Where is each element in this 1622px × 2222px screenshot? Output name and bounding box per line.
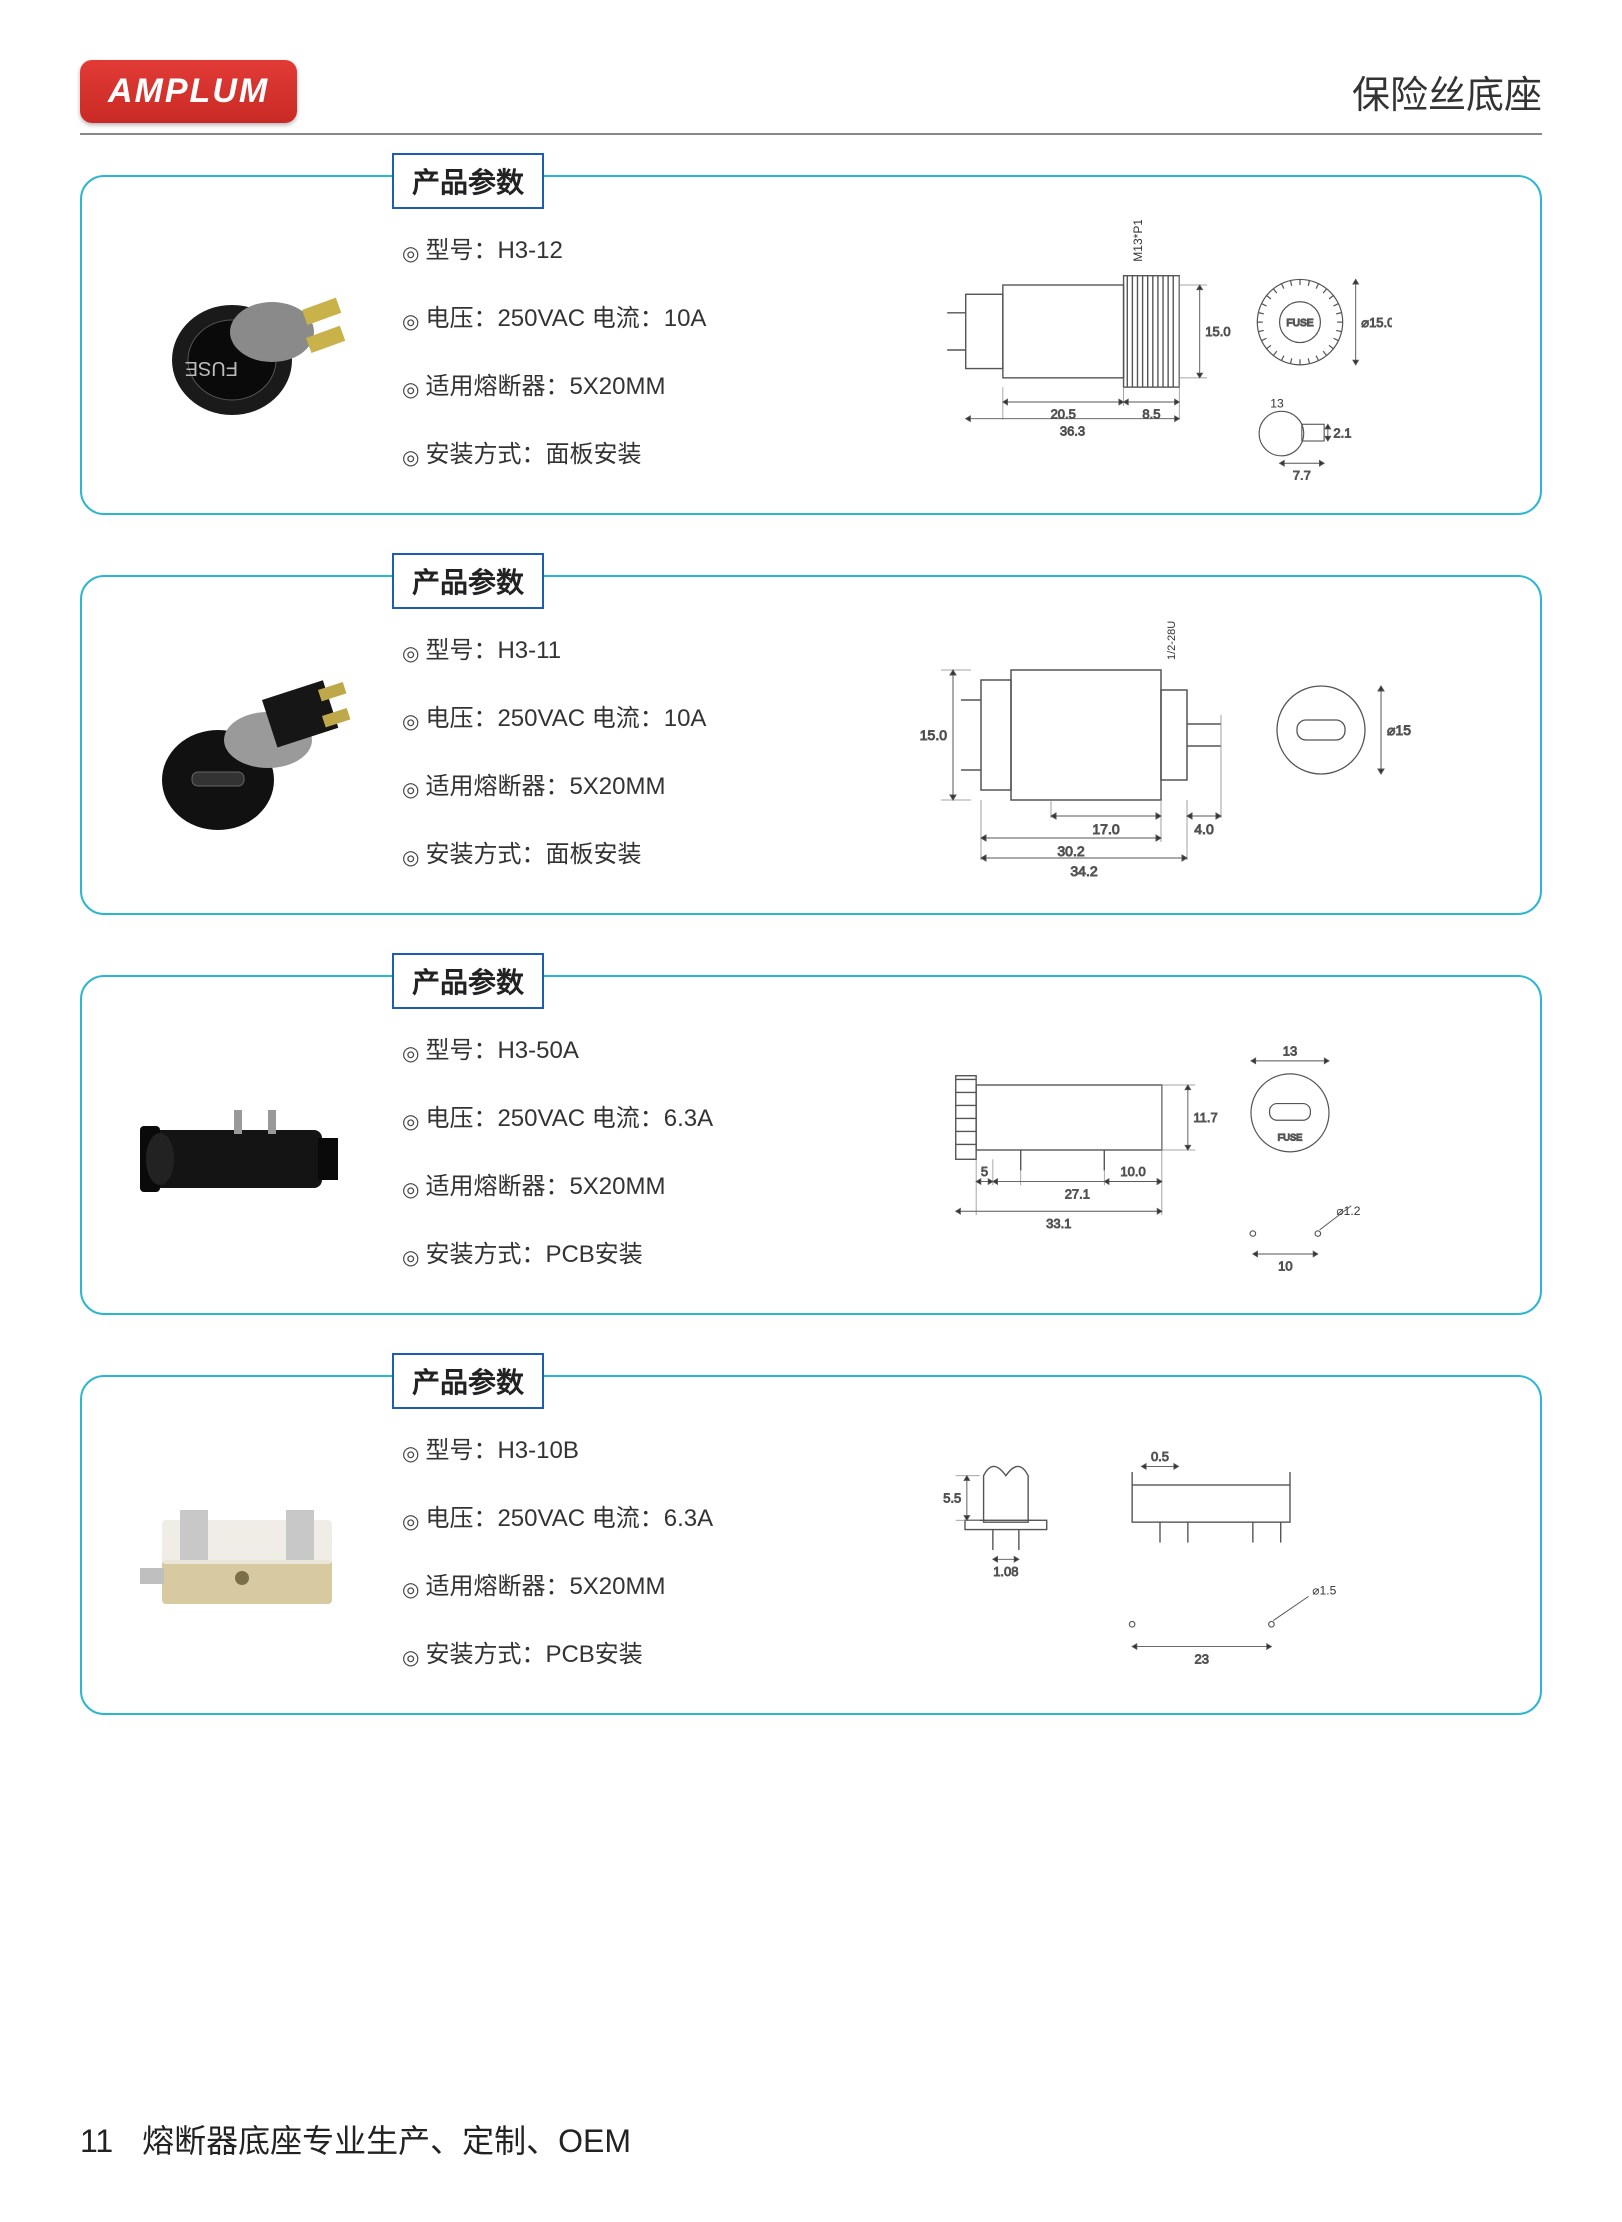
spec-mount: ◎安装方式：面板安装 (402, 834, 762, 870)
spec-fuse: ◎适用熔断器：5X20MM (402, 1566, 762, 1602)
svg-text:8.5: 8.5 (1142, 407, 1160, 422)
brand-badge: AMPLUM (80, 60, 297, 123)
svg-text:36.3: 36.3 (1059, 423, 1084, 438)
spec-fuse: ◎适用熔断器：5X20MM (402, 1166, 762, 1202)
product-photo (112, 1040, 372, 1260)
svg-text:20.5: 20.5 (1050, 407, 1075, 422)
header-rule (80, 133, 1542, 135)
product-photo (112, 1440, 372, 1660)
spec-list: ◎型号：H3-12 ◎电压：250VAC 电流：10A ◎适用熔断器：5X20M… (402, 230, 762, 470)
spec-mount: ◎安装方式：PCB安装 (402, 1634, 762, 1670)
svg-text:5.5: 5.5 (944, 1491, 962, 1506)
spec-mount: ◎安装方式：PCB安装 (402, 1234, 762, 1270)
page-footer: 11 熔断器底座专业生产、定制、OEM (80, 2116, 631, 2162)
svg-text:0.5: 0.5 (1151, 1449, 1169, 1464)
spec-model: ◎型号：H3-50A (402, 1030, 762, 1066)
page-title: 保险丝底座 (1352, 64, 1542, 119)
spec-mount: ◎安装方式：面板安装 (402, 434, 762, 470)
svg-text:33.1: 33.1 (1046, 1216, 1071, 1231)
dimension-diagram: 5 27.1 10.0 33.1 11.7 FUSE (792, 1020, 1510, 1280)
svg-text:34.2: 34.2 (1070, 863, 1097, 879)
svg-text:13: 13 (1283, 1043, 1297, 1058)
dimension-diagram: 5.5 1.08 0.5 ⌀1.5 23 (792, 1420, 1510, 1680)
spec-fuse: ◎适用熔断器：5X20MM (402, 766, 762, 802)
spec-voltage-current: ◎电压：250VAC 电流：6.3A (402, 1098, 762, 1134)
svg-text:10.0: 10.0 (1121, 1164, 1146, 1179)
spec-model: ◎型号：H3-11 (402, 630, 762, 666)
spec-voltage-current: ◎电压：250VAC 电流：6.3A (402, 1498, 762, 1534)
product-card: 产品参数 ◎型号：H3-10B ◎电压：250VAC 电流：6.3A ◎适用熔断… (80, 1375, 1542, 1715)
svg-text:4.0: 4.0 (1194, 821, 1214, 837)
svg-text:FUSE: FUSE (1278, 1133, 1303, 1143)
spec-list: ◎型号：H3-11 ◎电压：250VAC 电流：10A ◎适用熔断器：5X20M… (402, 630, 762, 870)
svg-text:7.7: 7.7 (1292, 468, 1310, 480)
spec-list: ◎型号：H3-10B ◎电压：250VAC 电流：6.3A ◎适用熔断器：5X2… (402, 1430, 762, 1670)
spec-voltage-current: ◎电压：250VAC 电流：10A (402, 298, 762, 334)
svg-text:23: 23 (1195, 1651, 1209, 1666)
svg-text:27.1: 27.1 (1065, 1186, 1090, 1201)
dimension-diagram: 20.5 8.5 36.3 15.0 M13*P1 FUSE ⌀15 (792, 220, 1510, 480)
svg-text:⌀1.2: ⌀1.2 (1337, 1204, 1361, 1218)
card-tab: 产品参数 (392, 1353, 544, 1409)
svg-text:30.2: 30.2 (1057, 843, 1084, 859)
product-photo: FUSE (112, 240, 372, 460)
svg-text:⌀15.0: ⌀15.0 (1387, 722, 1411, 738)
svg-text:13: 13 (1270, 397, 1284, 411)
dimension-diagram: 15.0 17.0 4.0 30.2 34.2 1/2-28UNEF-2B (792, 620, 1510, 880)
svg-text:⌀1.5: ⌀1.5 (1313, 1584, 1337, 1598)
svg-text:FUSE: FUSE (185, 357, 238, 379)
product-card: 产品参数 ◎型号：H3-50A ◎电压：250VAC 电流：6.3A ◎适用熔断… (80, 975, 1542, 1315)
svg-text:15.0: 15.0 (1205, 324, 1230, 339)
card-tab: 产品参数 (392, 153, 544, 209)
svg-text:1/2-28UNEF-2B: 1/2-28UNEF-2B (1166, 620, 1178, 660)
product-card: 产品参数 ◎型号：H3-11 ◎电压：250VAC 电流：10A ◎适用熔断器：… (80, 575, 1542, 915)
product-card: 产品参数 FUSE ◎型号：H3-12 ◎电压：250VAC 电流：10A ◎适… (80, 175, 1542, 515)
svg-text:11.7: 11.7 (1194, 1110, 1218, 1125)
spec-fuse: ◎适用熔断器：5X20MM (402, 366, 762, 402)
svg-text:5: 5 (981, 1164, 988, 1179)
svg-text:15.0: 15.0 (920, 727, 947, 743)
footer-text: 熔断器底座专业生产、定制、OEM (142, 2123, 631, 2159)
spec-voltage-current: ◎电压：250VAC 电流：10A (402, 698, 762, 734)
svg-text:2.1: 2.1 (1333, 425, 1351, 440)
spec-list: ◎型号：H3-50A ◎电压：250VAC 电流：6.3A ◎适用熔断器：5X2… (402, 1030, 762, 1270)
svg-text:FUSE: FUSE (1286, 318, 1313, 329)
spec-model: ◎型号：H3-12 (402, 230, 762, 266)
page-header: AMPLUM 保险丝底座 (80, 60, 1542, 123)
page-number: 11 (80, 2123, 113, 2159)
card-tab: 产品参数 (392, 553, 544, 609)
card-tab: 产品参数 (392, 953, 544, 1009)
spec-model: ◎型号：H3-10B (402, 1430, 762, 1466)
product-photo (112, 640, 372, 860)
svg-text:⌀15.0: ⌀15.0 (1361, 315, 1393, 330)
svg-text:1.08: 1.08 (994, 1564, 1019, 1579)
svg-text:M13*P1: M13*P1 (1131, 220, 1145, 262)
svg-text:10: 10 (1278, 1259, 1292, 1274)
svg-text:17.0: 17.0 (1092, 821, 1119, 837)
